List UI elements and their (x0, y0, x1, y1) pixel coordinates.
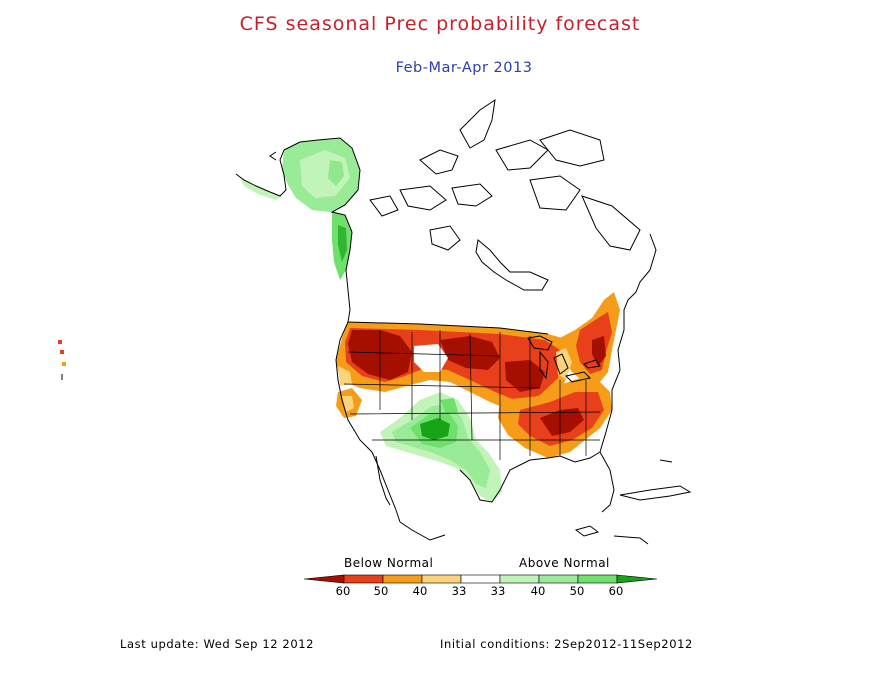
legend-tick: 40 (412, 584, 428, 598)
map-subtitle: Feb-Mar-Apr 2013 (395, 60, 533, 76)
legend-tick: 60 (335, 584, 351, 598)
legend-swatch-below-33 (421, 574, 462, 584)
legend-swatch-above-60 (616, 574, 658, 584)
legend-swatch-above-33 (499, 574, 540, 584)
legend-tick: 40 (530, 584, 546, 598)
legend-below-normal-label: Below Normal (344, 556, 434, 570)
initial-conditions-text: Initial conditions: 2Sep2012-11Sep2012 (440, 637, 693, 651)
map-boundaries (235, 98, 692, 545)
legend-swatch-above-50 (577, 574, 618, 584)
legend-above-normal-label: Above Normal (519, 556, 610, 570)
legend-tick: 50 (569, 584, 585, 598)
legend-tick: 33 (451, 584, 467, 598)
legend-swatch-below-60 (303, 574, 345, 584)
legend-swatch-below-50 (343, 574, 384, 584)
legend-tick: 60 (608, 584, 624, 598)
last-update-text: Last update: Wed Sep 12 2012 (120, 637, 315, 651)
legend-tick: 50 (373, 584, 389, 598)
forecast-shading (240, 138, 620, 502)
legend-tick: 33 (490, 584, 506, 598)
legend-swatch-above-40 (538, 574, 579, 584)
legend-swatch-neutral (460, 574, 501, 584)
legend-swatch-below-40 (382, 574, 423, 584)
colorado-above60-region (420, 418, 450, 440)
hawaii-islands (58, 340, 66, 380)
state-lines (343, 330, 601, 460)
map-title: CFS seasonal Prec probability forecast (239, 13, 641, 35)
